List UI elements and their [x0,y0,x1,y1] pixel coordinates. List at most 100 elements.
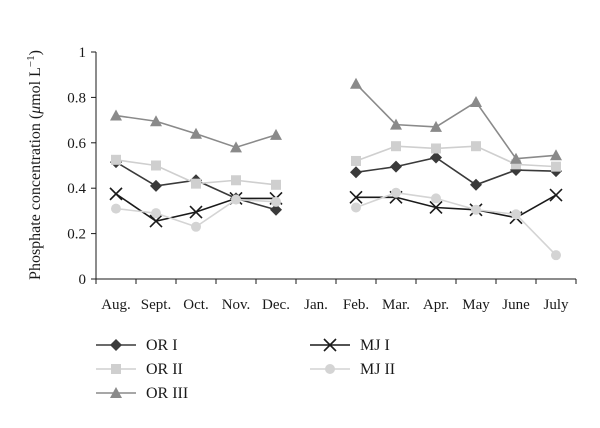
data-point-mj-ii [431,193,441,204]
legend-item-mj-ii: MJ II [310,361,395,378]
x-ticks: Aug. Sept. Oct. Nov. Dec. Jan. Feb. Mar. Apr. May… [95,279,577,313]
data-point-or-ii [551,161,561,172]
series-line-or-iii [355,83,557,160]
x-tick-label: Aug. [101,297,131,313]
legend-label: OR III [146,385,188,402]
data-point-or-ii [271,179,281,190]
series-or-ii [111,141,561,190]
data-point-mj-i [429,200,443,215]
legend: OR I OR II OR III MJ I MJ II [96,337,395,402]
data-point-or-ii [391,141,401,152]
data-point-or-iii [470,95,482,107]
series-line-mj-ii [355,191,557,256]
data-point-or-ii [111,154,121,165]
x-tick-label: Nov. [222,297,251,313]
data-point-or-iii [550,149,562,161]
data-point-or-iii [150,115,162,127]
x-tick-label: Mar. [382,297,410,313]
data-point-or-ii [511,159,521,170]
data-point-or-i [390,160,402,173]
data-point-mj-ii [151,208,161,219]
data-point-mj-i [149,214,163,228]
series-mj-ii [111,187,561,261]
series-line-mj-i [356,194,557,219]
y-tick-label: 0 [79,272,87,288]
data-point-or-iii [350,77,362,89]
data-point-mj-ii [511,209,521,220]
y-tick-label: 0.4 [67,181,86,197]
x-tick-label: Oct. [183,297,208,313]
series-line-mj-i [115,193,276,222]
data-point-mj-ii [351,202,361,213]
data-point-or-i [350,166,362,179]
data-point-or-ii [151,160,161,171]
data-point-or-iii [110,109,122,121]
x-marker-stroke [149,214,163,228]
y-axis-title-main: Phosphate concentration ( [27,114,44,280]
y-tick-label: 0.2 [67,227,86,243]
x-tick-label: May [462,297,490,313]
data-point-mj-ii [191,221,201,232]
series-line-or-i [355,156,557,186]
data-point-mj-i [549,188,563,202]
data-point-mj-ii [271,196,281,207]
data-point-or-ii [231,175,241,186]
x-tick-label: June [502,297,530,313]
data-point-or-iii [430,120,442,132]
legend-marker [110,339,122,351]
y-axis-title-exp: −1 [25,55,37,67]
legend-label: MJ II [360,361,395,378]
y-axis-title-close: ) [27,50,44,55]
data-point-mj-ii [111,203,121,214]
series-or-i [110,151,562,216]
y-ticks: 0 0.2 0.4 0.6 0.8 1 [67,45,96,288]
data-point-or-iii [390,118,402,130]
y-tick-label: 0.6 [67,136,86,152]
legend-marker [111,364,121,374]
data-point-mj-ii [551,250,561,261]
data-point-or-iii [190,127,202,139]
x-marker-stroke [349,190,363,204]
y-tick-label: 0.8 [67,90,86,106]
x-tick-label: Feb. [343,297,369,313]
series-line-or-ii [355,145,557,168]
legend-item-or-iii: OR III [96,385,188,402]
legend-item-or-i: OR I [96,337,178,354]
data-point-or-i [470,178,482,191]
data-point-or-ii [191,178,201,189]
data-point-mj-ii [391,187,401,198]
axes [95,52,576,280]
x-tick-label: July [543,297,569,313]
data-point-mj-i [109,187,123,201]
data-point-mj-ii [471,204,481,215]
x-marker-stroke [323,338,337,352]
x-marker-stroke [429,200,443,215]
legend-item-or-ii: OR II [96,361,183,378]
y-axis-title-mu: μ [27,106,44,115]
legend-marker [325,364,335,374]
x-marker-stroke [549,188,563,202]
data-point-or-i [270,203,282,216]
x-marker-stroke [109,187,123,201]
legend-item-mj-i: MJ I [310,337,390,354]
series-or-iii [110,77,562,164]
data-point-mj-i [349,190,363,204]
x-marker-stroke [189,205,203,219]
data-point-or-iii [270,128,282,140]
x-tick-label: Sept. [141,297,171,313]
x-tick-label: Dec. [262,297,290,313]
legend-marker [110,387,122,398]
y-axis-title: Phosphate concentration (μmol L−1) [25,50,44,280]
legend-label: OR I [146,337,178,354]
y-axis-title-unit: mol L [27,67,44,106]
plot-area [109,77,563,261]
data-point-or-iii [510,152,522,164]
data-point-or-ii [431,143,441,154]
data-point-or-ii [471,141,481,152]
data-point-or-iii [230,141,242,153]
legend-label: MJ I [360,337,390,354]
legend-label: OR II [146,361,183,378]
data-point-or-i [150,179,162,192]
data-point-or-i [430,151,442,164]
